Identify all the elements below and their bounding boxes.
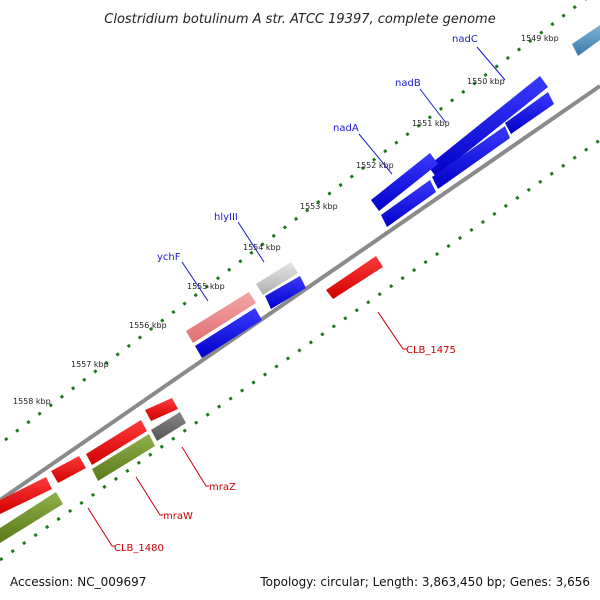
gene-label-mraZ: mraZ [209, 482, 236, 493]
mraW-leader [135, 476, 163, 516]
genome-backbone [0, 84, 600, 502]
scale-label: 1555 kbp [187, 282, 225, 291]
scale-label: 1556 kbp [129, 321, 167, 330]
olive-feature [92, 434, 155, 481]
gene-label-hlyIII: hlyIII [214, 212, 238, 223]
ychF-inner-feature [195, 308, 262, 358]
CLB_1480-leader [87, 507, 115, 547]
nadC-leader [476, 46, 506, 81]
red-feature [145, 398, 178, 421]
red-feature [51, 456, 86, 483]
nadB-leader [419, 88, 447, 124]
hlyIII-feature [256, 262, 298, 295]
gene-label-mraW: mraW [163, 511, 193, 522]
nadA-feature [371, 153, 438, 211]
mraZ-feature [151, 412, 186, 441]
outer-dot-track [4, 0, 587, 442]
gene-label-CLB_1480: CLB_1480 [114, 543, 164, 554]
scale-label: 1551 kbp [412, 119, 450, 128]
nadA-leader [358, 133, 393, 175]
scale-label: 1549 kbp [521, 34, 559, 43]
hlyIII-leader [237, 221, 265, 263]
gene-inner-feature [381, 180, 436, 227]
scale-label: 1553 kbp [300, 202, 338, 211]
olive-feature [0, 492, 63, 543]
gene-label-CLB_1475: CLB_1475 [406, 345, 456, 356]
CLB_1475-feature [326, 256, 383, 299]
mraW-feature [86, 420, 147, 465]
ychF-feature [186, 292, 256, 343]
scale-label: 1552 kbp [356, 161, 394, 170]
CLB_1480-feature [0, 477, 52, 514]
hlyIII-inner-feature [265, 276, 306, 309]
nadC-feature [572, 25, 600, 56]
scale-label: 1550 kbp [467, 77, 505, 86]
nadA-inner-feature [432, 126, 510, 189]
ychF-leader [181, 261, 209, 302]
nadB-feature [428, 76, 548, 177]
scale-label: 1558 kbp [13, 397, 51, 406]
gene-label-nadC: nadC [452, 34, 478, 45]
nadB-inner-feature [505, 92, 554, 134]
inner-dot-track [0, 138, 600, 562]
accession-text: Accession: NC_009697 [10, 575, 146, 589]
mraZ-leader [181, 446, 209, 487]
gene-label-nadA: nadA [333, 123, 359, 134]
scale-label: 1554 kbp [243, 243, 281, 252]
gene-label-nadB: nadB [395, 78, 421, 89]
scale-label: 1557 kbp [71, 360, 109, 369]
gene-label-ychF: ychF [157, 252, 181, 263]
genome-summary-text: Topology: circular; Length: 3,863,450 bp… [259, 575, 590, 589]
CLB_1475-leader [377, 311, 407, 350]
genome-title: Clostridium botulinum A str. ATCC 19397,… [104, 12, 495, 27]
